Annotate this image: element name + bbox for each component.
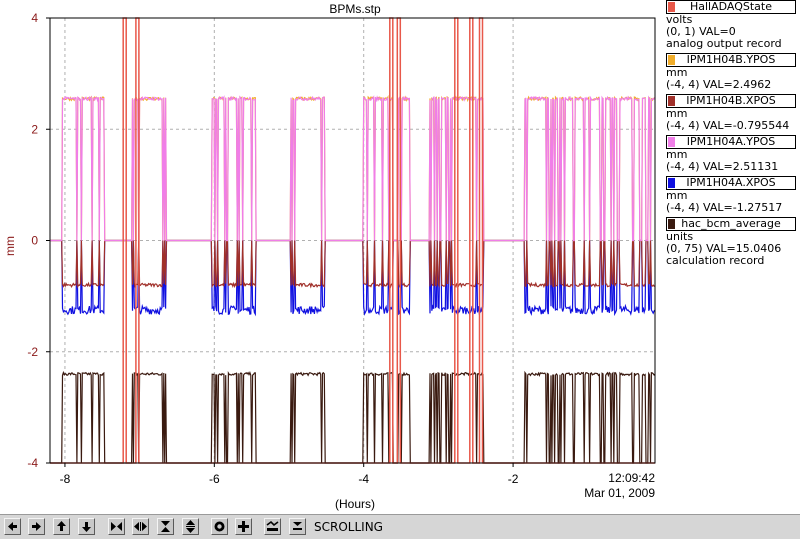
date-label: Mar 01, 2009 — [584, 486, 655, 500]
legend-series-name: IPM1H04A.XPOS — [686, 176, 776, 189]
scroll-right-button[interactable] — [28, 518, 45, 535]
legend-swatch[interactable]: IPM1H04A.YPOS — [666, 135, 796, 149]
zoom-in-horizontal-button[interactable] — [108, 518, 125, 535]
series-line — [50, 370, 656, 464]
arrow-left-icon — [8, 522, 17, 531]
legend-swatch[interactable]: IPM1H04A.XPOS — [666, 176, 796, 190]
zoom-out-horizontal-icon — [134, 522, 147, 531]
y-tick-label: 2 — [31, 122, 38, 136]
legend-units: volts — [666, 13, 693, 26]
series-line — [50, 95, 656, 242]
arrow-up-icon — [57, 521, 66, 531]
mode-label: SCROLLING — [314, 520, 383, 534]
legend-note: analog output record — [666, 37, 782, 50]
legend-swatch[interactable]: IPM1H04B.XPOS — [666, 94, 796, 108]
arrow-down-icon — [82, 522, 91, 532]
x-tick-label: -6 — [209, 472, 220, 486]
chart-title: BPMs.stp — [329, 2, 381, 16]
legend-range: (0, 1) VAL=0 — [666, 25, 736, 38]
legend-range: (-4, 4) VAL=-1.27517 — [666, 201, 783, 214]
legend-units: mm — [666, 189, 688, 202]
y-tick-label: -4 — [27, 456, 38, 470]
x-tick-label: -4 — [358, 472, 369, 486]
scroll-left-button[interactable] — [4, 518, 21, 535]
zoom-out-vertical-button[interactable] — [182, 518, 199, 535]
scroll-up-button[interactable] — [53, 518, 70, 535]
x-tick-label: -8 — [60, 472, 71, 486]
legend-note: calculation record — [666, 254, 765, 267]
plot-area[interactable]: BPMs.stp -4 -2 0 2 4 -8 -6 -4 -2 mm (Hours) 12:0… — [0, 0, 662, 514]
scroll-down-button[interactable] — [78, 518, 95, 535]
legend-series-name: hac_bcm_average — [681, 217, 781, 230]
zoom-out-icon — [238, 521, 249, 532]
legend-series-name: IPM1H04B.XPOS — [686, 94, 776, 107]
y-tick-label: -2 — [27, 345, 38, 359]
toolbar: SCROLLING — [0, 514, 800, 539]
legend: HallADAQState volts (0, 1) VAL=0 analog out… — [662, 0, 800, 510]
pan-mode-icon — [266, 520, 279, 531]
legend-range: (0, 75) VAL=15.0406 — [666, 242, 782, 255]
x-tick-label: -2 — [508, 472, 519, 486]
y-tick-label: 0 — [31, 234, 38, 248]
zoom-out-horizontal-button[interactable] — [132, 518, 149, 535]
strip-mode-button[interactable] — [289, 518, 306, 535]
legend-series-name: IPM1H04B.YPOS — [686, 53, 776, 66]
y-axis-label: mm — [3, 236, 17, 256]
zoom-out-vertical-icon — [186, 520, 195, 533]
y-tick-label: 4 — [31, 11, 38, 25]
legend-series-name: IPM1H04A.YPOS — [686, 135, 776, 148]
legend-range: (-4, 4) VAL=2.51131 — [666, 160, 779, 173]
legend-swatch[interactable]: IPM1H04B.YPOS — [666, 53, 796, 67]
time-label: 12:09:42 — [608, 471, 655, 485]
series-line — [50, 239, 656, 289]
pan-mode-button[interactable] — [264, 518, 281, 535]
zoom-in-vertical-icon — [161, 521, 170, 532]
zoom-in-button[interactable] — [211, 518, 228, 535]
legend-range: (-4, 4) VAL=-0.795544 — [666, 119, 790, 132]
legend-units: mm — [666, 148, 688, 161]
legend-series-name: HallADAQState — [689, 0, 773, 13]
x-axis-label: (Hours) — [335, 497, 375, 511]
axes: -4 -2 0 2 4 -8 -6 -4 -2 — [27, 11, 518, 486]
legend-color-chip — [668, 55, 675, 65]
legend-color-chip — [668, 96, 675, 106]
legend-units: units — [666, 230, 694, 243]
zoom-out-button[interactable] — [235, 518, 252, 535]
legend-units: mm — [666, 66, 688, 79]
legend-range: (-4, 4) VAL=2.4962 — [666, 78, 772, 91]
legend-swatch[interactable]: HallADAQState — [666, 0, 796, 14]
zoom-in-icon — [214, 521, 225, 532]
legend-units: mm — [666, 107, 688, 120]
legend-color-chip — [668, 219, 675, 229]
strip-mode-icon — [293, 522, 302, 530]
legend-color-chip — [668, 2, 675, 12]
zoom-in-vertical-button[interactable] — [157, 518, 174, 535]
arrow-right-icon — [32, 522, 41, 531]
legend-color-chip — [668, 178, 675, 188]
legend-color-chip — [668, 137, 675, 147]
zoom-in-horizontal-icon — [111, 522, 122, 531]
legend-swatch[interactable]: hac_bcm_average — [666, 217, 796, 231]
